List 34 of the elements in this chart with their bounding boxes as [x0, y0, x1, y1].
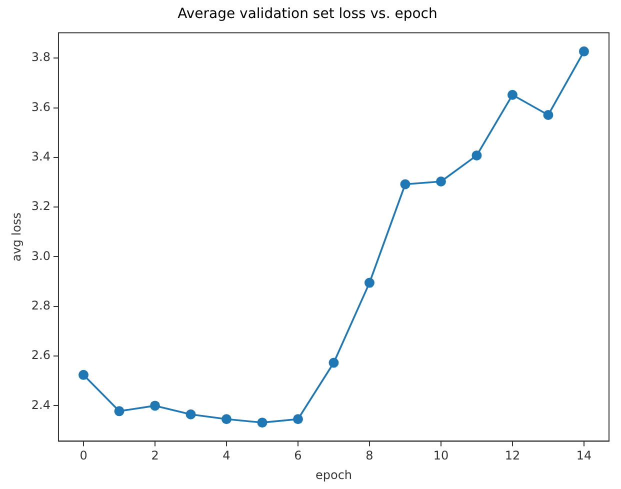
point — [292, 414, 303, 424]
y-tick-label: 2.6 — [31, 348, 50, 362]
point — [78, 370, 89, 380]
point — [186, 409, 196, 420]
point — [507, 90, 518, 100]
y-tick-label: 3.2 — [31, 199, 50, 214]
point — [114, 406, 124, 416]
x-tick-label: 12 — [504, 448, 520, 463]
y-tick-label: 3.4 — [31, 150, 50, 164]
x-tick-label: 6 — [294, 448, 302, 463]
y-tick-label: 3.6 — [31, 100, 50, 114]
x-tick-label: 2 — [151, 448, 159, 463]
point — [328, 358, 339, 368]
point — [222, 414, 232, 424]
point — [472, 150, 482, 160]
y-tick-label: 2.4 — [31, 398, 50, 412]
point — [364, 278, 374, 288]
x-tick-label: 10 — [433, 448, 449, 463]
chart-title: Average validation set loss vs. epoch — [178, 6, 438, 22]
x-tick-label: 14 — [576, 448, 592, 463]
x-tick-label: 4 — [222, 448, 230, 463]
point — [578, 46, 589, 56]
x-tick-label: 8 — [366, 448, 374, 463]
x-tick-label: 0 — [80, 448, 88, 463]
y-axis-title: avg loss — [9, 212, 24, 262]
x-axis-title: epoch — [315, 468, 352, 482]
point — [436, 176, 446, 187]
point — [400, 179, 410, 190]
y-tick-label: 2.8 — [31, 298, 50, 313]
point — [543, 110, 554, 120]
y-tick-label: 3.8 — [31, 50, 50, 64]
point — [150, 400, 160, 411]
point — [257, 418, 268, 428]
y-tick-label: 3.0 — [31, 248, 50, 263]
